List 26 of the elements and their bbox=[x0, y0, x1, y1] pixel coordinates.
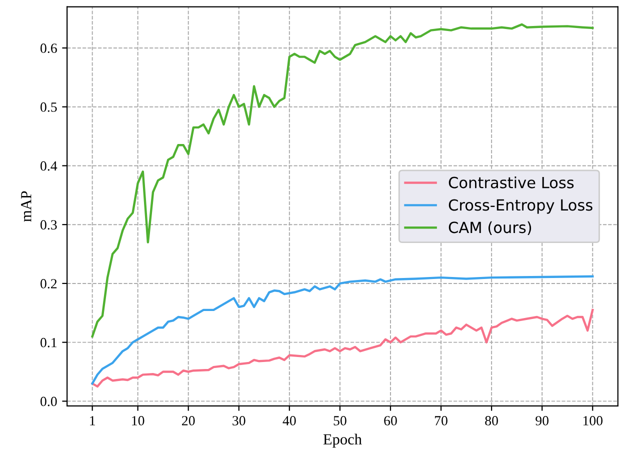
x-tick-label: 30 bbox=[232, 416, 246, 426]
y-tick-label: 0.2 bbox=[40, 279, 57, 288]
x-tick-label: 1 bbox=[90, 416, 95, 426]
x-tick-label: 40 bbox=[282, 416, 296, 426]
x-tick-label: 70 bbox=[434, 416, 448, 426]
y-tick-label: 0.5 bbox=[40, 102, 57, 112]
y-tick-label: 0.3 bbox=[40, 220, 57, 230]
x-tick-label: 50 bbox=[334, 416, 346, 426]
legend-label: Contrastive Loss bbox=[448, 176, 574, 188]
y-tick-label: 0.4 bbox=[40, 161, 58, 171]
x-tick-label: 20 bbox=[182, 416, 195, 426]
y-tick-label: 0.1 bbox=[40, 338, 57, 348]
x-tick-label: 90 bbox=[536, 416, 549, 426]
x-tick-label: 100 bbox=[583, 416, 603, 426]
line-series bbox=[91, 23, 594, 338]
x-tick-label: 80 bbox=[485, 416, 498, 426]
legend-label: Cross-Entropy Loss bbox=[448, 199, 592, 214]
y-tick-label: 0.6 bbox=[40, 44, 57, 53]
x-axis-title: Epoch bbox=[323, 434, 362, 448]
x-tick-label: 60 bbox=[384, 416, 397, 426]
line-series bbox=[91, 275, 594, 385]
y-tick-label: 0.0 bbox=[40, 396, 57, 406]
line-series bbox=[91, 308, 594, 388]
legend-label: CAM (ours) bbox=[448, 221, 532, 235]
y-axis-title: mAP bbox=[21, 191, 32, 222]
x-tick-label: 10 bbox=[132, 416, 144, 426]
